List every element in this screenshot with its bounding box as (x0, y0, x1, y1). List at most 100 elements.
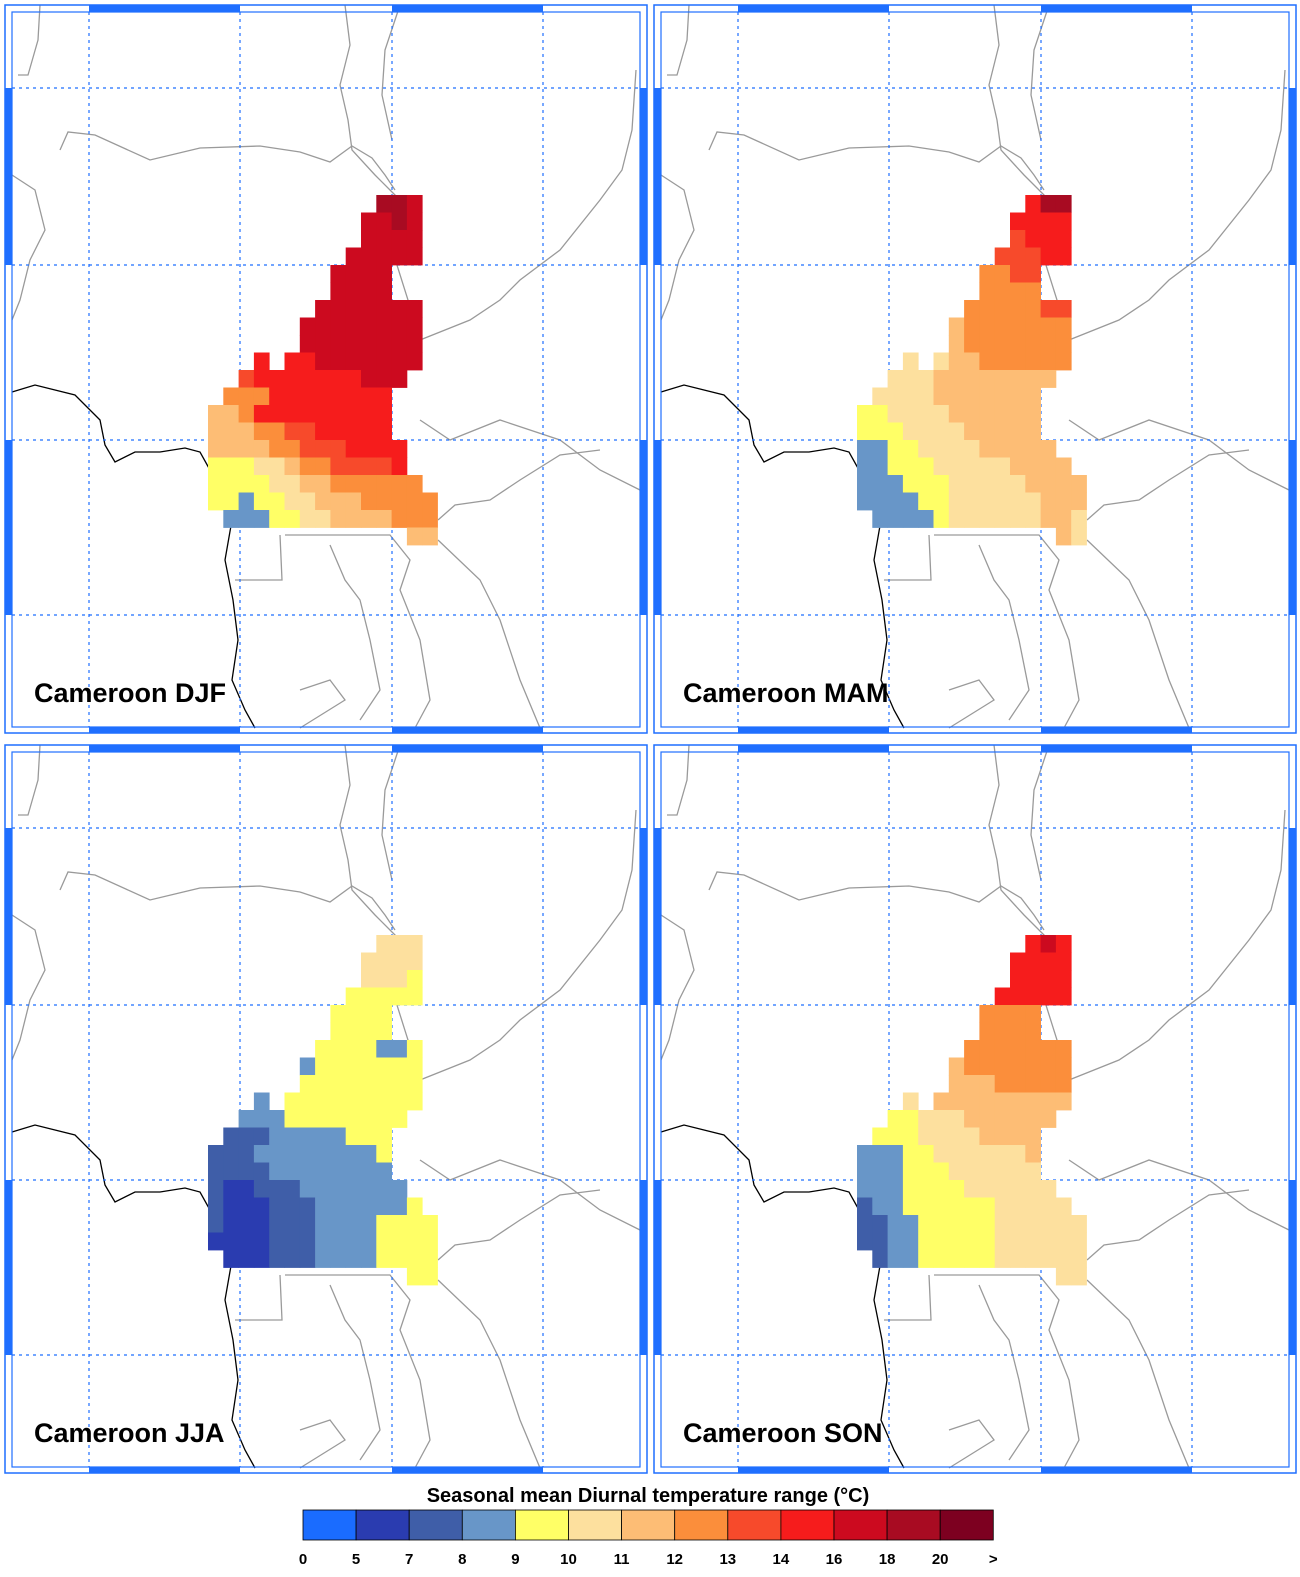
grid-cell (1025, 195, 1041, 213)
grid-cell (1010, 405, 1026, 423)
grid-cell (979, 1215, 996, 1233)
grid-cell (1040, 352, 1057, 371)
grid-cell (422, 1232, 438, 1251)
grid-cell (964, 1162, 980, 1181)
grid-cell (979, 1110, 996, 1128)
grid-cell (376, 1180, 392, 1198)
grid-cell (1025, 475, 1041, 493)
grid-cell (284, 1092, 301, 1111)
grid-cell (1010, 212, 1026, 231)
grid-cell (269, 457, 285, 476)
grid-cell (964, 510, 980, 528)
grid-cell (422, 1267, 438, 1286)
grid-cell (1040, 317, 1057, 336)
grid-cell (361, 352, 377, 371)
grid-cell (391, 952, 408, 971)
grid-cell (1010, 230, 1026, 248)
grid-cell (361, 1215, 377, 1233)
grid-cell (269, 510, 285, 528)
grid-cell (299, 1250, 316, 1268)
grid-cell (269, 1110, 285, 1128)
grid-cell (361, 457, 377, 476)
grid-cell (1025, 1022, 1041, 1041)
grid-cell (1055, 317, 1072, 336)
grid-cell (1040, 970, 1057, 988)
grid-cell (315, 370, 331, 388)
grid-cell (918, 1215, 934, 1233)
grid-cell (345, 300, 362, 318)
grid-cell (345, 247, 362, 266)
grid-cell (406, 195, 423, 213)
grid-cell (238, 370, 255, 388)
grid-cell (391, 300, 408, 318)
grid-cell (994, 1092, 1011, 1111)
grid-cell (1055, 987, 1072, 1006)
grid-cell (918, 387, 934, 406)
grid-cell (299, 1215, 316, 1233)
grid-cell (376, 282, 392, 301)
grid-cell (406, 527, 423, 546)
grid-cell (1025, 1092, 1041, 1111)
grid-cell (918, 1232, 934, 1251)
grid-cell (1071, 1232, 1087, 1251)
grid-cell (223, 1162, 239, 1181)
grid-cell (948, 1110, 965, 1128)
grid-cell (902, 1145, 919, 1163)
grid-cell (345, 475, 362, 493)
colorbar-label: 8 (458, 1551, 466, 1568)
grid-cell (315, 475, 331, 493)
grid-cell (376, 265, 392, 283)
grid-cell (361, 510, 377, 528)
grid-cell (391, 440, 408, 458)
grid-cell (284, 1197, 301, 1216)
panel-title: Cameroon DJF (34, 678, 226, 708)
grid-cell (918, 492, 934, 511)
grid-cell (1040, 1180, 1057, 1198)
grid-cell (902, 440, 919, 458)
grid-cell (253, 1110, 270, 1128)
grid-cell (918, 1145, 934, 1163)
grid-cell (345, 1022, 362, 1041)
grid-cell (330, 317, 347, 336)
grid-cell (376, 1092, 392, 1111)
grid-cell (887, 422, 904, 441)
grid-cell (238, 475, 255, 493)
grid-cell (361, 282, 377, 301)
grid-cell (376, 317, 392, 336)
grid-cell (979, 1040, 996, 1058)
grid-cell (1025, 1145, 1041, 1163)
grid-cell (361, 1005, 377, 1023)
grid-cell (979, 440, 996, 458)
grid-cell (345, 1075, 362, 1093)
grid-cell (269, 1127, 285, 1146)
grid-cell (948, 1215, 965, 1233)
grid-cell (223, 1127, 239, 1146)
grid-cell (1010, 1005, 1026, 1023)
grid-cell (933, 1145, 950, 1163)
grid-cell (964, 1040, 980, 1058)
grid-cell (345, 405, 362, 423)
grid-cell (918, 1110, 934, 1128)
grid-cell (902, 422, 919, 441)
grid-cell (299, 510, 316, 528)
grid-cell (1025, 265, 1041, 283)
grid-cell (406, 1197, 423, 1216)
grid-cell (361, 970, 377, 988)
grid-cell (1055, 300, 1072, 318)
grid-cell (345, 387, 362, 406)
grid-cell (269, 1197, 285, 1216)
grid-cell (1010, 317, 1026, 336)
grid-cell (223, 1180, 239, 1198)
grid-cell (269, 387, 285, 406)
grid-cell (1040, 1075, 1057, 1093)
grid-cell (406, 352, 423, 371)
grid-cell (391, 195, 408, 213)
grid-cell (1010, 265, 1026, 283)
grid-cell (948, 405, 965, 423)
grid-cell (223, 422, 239, 441)
grid-cell (361, 212, 377, 231)
grid-cell (902, 352, 919, 371)
grid-cell (1025, 387, 1041, 406)
grid-cell (376, 952, 392, 971)
grid-cell (964, 1197, 980, 1216)
